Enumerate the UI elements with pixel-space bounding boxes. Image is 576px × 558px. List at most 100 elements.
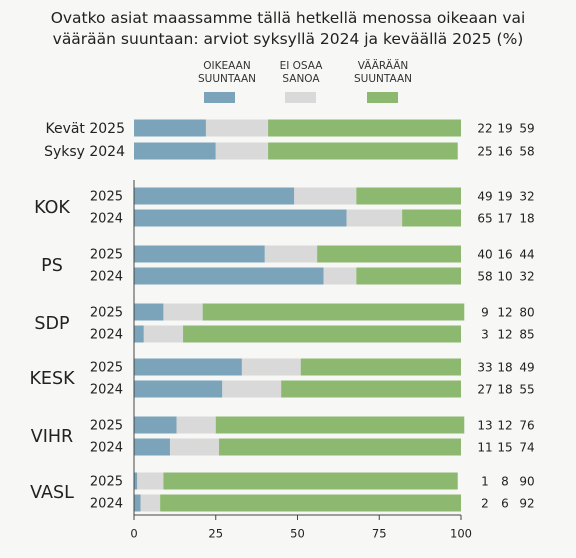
overall-2-value-1: 25	[477, 145, 492, 159]
overall-1-bar-seg-3	[268, 119, 461, 137]
overall-2-bar-seg-2	[215, 142, 269, 160]
party-label-sdp: SDP	[34, 314, 69, 334]
overall-1-bar-seg-1	[134, 119, 206, 137]
legend-swatch-ei-osaa	[285, 92, 316, 103]
vihr-2025-bar-seg-3	[215, 416, 465, 434]
kesk-2024-value-1: 27	[477, 383, 492, 397]
chart-title-line1: Ovatko asiat maassamme tällä hetkellä me…	[50, 9, 526, 27]
vihr-2024-bar-seg-1	[134, 438, 170, 456]
vasl-2025-bar-seg-2	[137, 472, 164, 490]
sdp-2025-value-3: 80	[519, 306, 534, 320]
sdp-2024-bar-seg-2	[143, 325, 184, 343]
overall-2-label: Syksy 2024	[44, 144, 125, 160]
vihr-2024-value-2: 15	[497, 441, 512, 455]
kok-2025-value-3: 32	[519, 190, 534, 204]
legend-label-oikeaan: OIKEAAN SUUNTAAN	[186, 60, 268, 86]
kok-2024-value-2: 17	[497, 212, 512, 226]
vasl-2025-value-3: 90	[519, 475, 534, 489]
sdp-2024-bar-seg-1	[134, 325, 144, 343]
vihr-2025-value-1: 13	[477, 419, 492, 433]
sdp-2025-year-label: 2025	[90, 306, 123, 321]
ps-2024-value-3: 32	[519, 270, 534, 284]
overall-2-value-3: 58	[519, 145, 534, 159]
kok-2024-value-3: 18	[519, 212, 534, 226]
kok-2025-bar-seg-2	[294, 187, 357, 205]
sdp-2024-value-1: 3	[481, 328, 489, 342]
party-label-vasl: VASL	[30, 483, 74, 503]
sdp-2024-value-3: 85	[519, 328, 534, 342]
sdp-2025-value-1: 9	[481, 306, 489, 320]
kesk-2024-bar-seg-3	[281, 380, 461, 398]
kesk-2025-value-3: 49	[519, 361, 534, 375]
ps-2024-year-label: 2024	[90, 270, 123, 285]
party-label-kok: KOK	[34, 198, 70, 218]
overall-2-bar-seg-1	[134, 142, 216, 160]
ps-2025-bar-seg-2	[264, 245, 318, 263]
kok-2025-value-2: 19	[497, 190, 512, 204]
ps-2024-bar-seg-1	[134, 267, 324, 285]
kesk-2025-year-label: 2025	[90, 361, 123, 376]
x-tick-label-25: 25	[208, 527, 223, 541]
vihr-2024-bar-seg-3	[219, 438, 461, 456]
party-label-vihr: VIHR	[31, 427, 73, 447]
vihr-2024-year-label: 2024	[90, 441, 123, 456]
vihr-2024-value-1: 11	[477, 441, 492, 455]
kok-2025-bar-seg-3	[356, 187, 461, 205]
vihr-2024-bar-seg-2	[169, 438, 220, 456]
ps-2025-value-1: 40	[477, 248, 492, 262]
sdp-2025-bar-seg-2	[163, 303, 203, 321]
vasl-2025-value-2: 8	[501, 475, 509, 489]
sdp-2025-bar-seg-3	[202, 303, 465, 321]
x-tick-label-100: 100	[450, 527, 472, 541]
kesk-2025-bar-seg-2	[241, 358, 301, 376]
kok-2025-year-label: 2025	[90, 190, 123, 205]
overall-1-value-1: 22	[477, 122, 492, 136]
vihr-2025-bar-seg-2	[176, 416, 216, 434]
vasl-2024-year-label: 2024	[90, 497, 123, 512]
kesk-2025-bar-seg-3	[300, 358, 461, 376]
legend-label-vaaraan-line2: SUUNTAAN	[353, 73, 412, 85]
vihr-2025-bar-seg-1	[134, 416, 177, 434]
kesk-2025-bar-seg-1	[134, 358, 242, 376]
legend-label-vaaraan-line1: VÄÄRÄÄN	[357, 60, 409, 72]
ps-2024-bar-seg-3	[356, 267, 461, 285]
vasl-2025-year-label: 2025	[90, 475, 123, 490]
vasl-2024-value-1: 2	[481, 497, 489, 511]
overall-2-bar-seg-3	[268, 142, 458, 160]
sdp-2025-value-2: 12	[497, 306, 512, 320]
kesk-2025-value-2: 18	[497, 361, 512, 375]
vasl-2025-bar-seg-3	[163, 472, 458, 490]
vasl-2024-value-2: 6	[501, 497, 509, 511]
sdp-2025-bar-seg-1	[134, 303, 164, 321]
overall-1-label: Kevät 2025	[45, 121, 125, 137]
vasl-2024-bar-seg-1	[134, 494, 141, 512]
vihr-2025-value-3: 76	[519, 419, 534, 433]
vihr-2025-year-label: 2025	[90, 419, 123, 434]
overall-1-value-2: 19	[497, 122, 512, 136]
kok-2024-year-label: 2024	[90, 212, 123, 227]
overall-1-bar-seg-2	[205, 119, 269, 137]
vasl-2025-value-1: 1	[481, 475, 489, 489]
kesk-2024-year-label: 2024	[90, 383, 123, 398]
kesk-2024-value-3: 55	[519, 383, 534, 397]
vasl-2024-bar-seg-3	[160, 494, 461, 512]
ps-2024-value-2: 10	[497, 270, 512, 284]
ps-2025-bar-seg-1	[134, 245, 265, 263]
sdp-2024-value-2: 12	[497, 328, 512, 342]
party-label-ps: PS	[41, 256, 63, 276]
legend-label-oikeaan-line2: SUUNTAAN	[197, 73, 256, 85]
legend-label-vaaraan: VÄÄRÄÄN SUUNTAAN	[342, 60, 424, 86]
party-label-kesk: KESK	[29, 369, 75, 389]
legend-swatch-oikeaan	[204, 92, 235, 103]
chart-title-line2: väärään suuntaan: arviot syksyllä 2024 j…	[52, 30, 524, 48]
kesk-2025-value-1: 33	[477, 361, 492, 375]
kok-2024-bar-seg-2	[346, 209, 403, 227]
kok-2024-value-1: 65	[477, 212, 492, 226]
kok-2025-value-1: 49	[477, 190, 492, 204]
vasl-2024-bar-seg-2	[140, 494, 161, 512]
kok-2024-bar-seg-1	[134, 209, 347, 227]
vasl-2025-bar-seg-1	[134, 472, 138, 490]
vihr-2025-value-2: 12	[497, 419, 512, 433]
ps-2024-bar-seg-2	[323, 267, 357, 285]
